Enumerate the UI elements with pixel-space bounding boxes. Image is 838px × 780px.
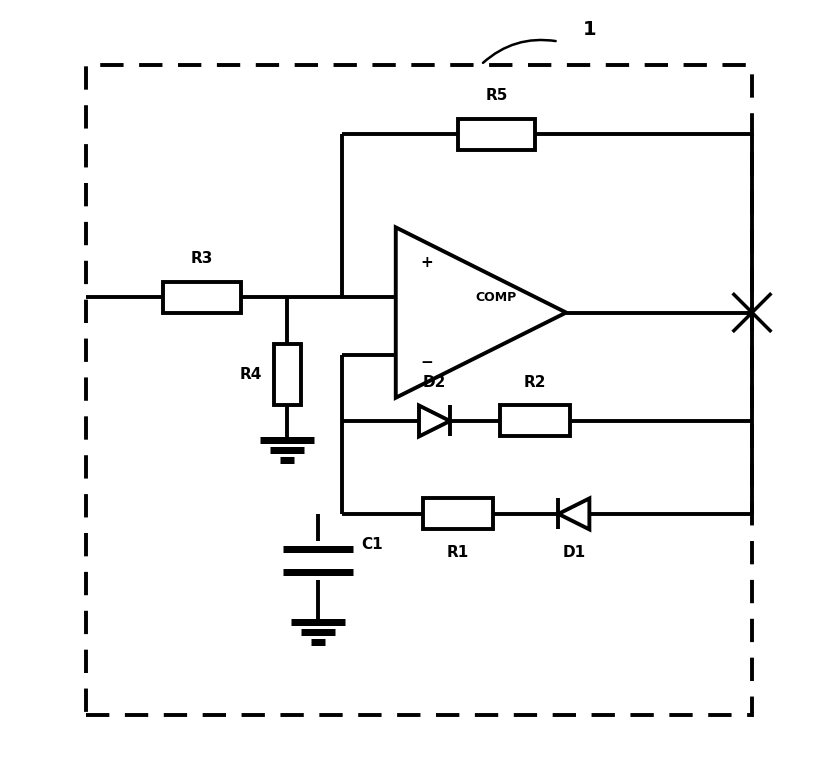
- Polygon shape: [419, 406, 450, 437]
- Bar: [500, 406, 570, 437]
- Text: R1: R1: [447, 545, 468, 560]
- Text: +: +: [421, 255, 433, 270]
- Bar: [458, 119, 535, 150]
- Text: R3: R3: [191, 251, 214, 266]
- Polygon shape: [396, 227, 566, 398]
- Text: D2: D2: [423, 375, 446, 390]
- Text: R4: R4: [240, 367, 262, 382]
- Text: R5: R5: [485, 88, 508, 104]
- Text: R2: R2: [524, 375, 546, 390]
- Text: C1: C1: [361, 537, 382, 552]
- Bar: [423, 498, 493, 530]
- Text: COMP: COMP: [476, 291, 517, 303]
- Text: D1: D1: [562, 545, 586, 560]
- Bar: [274, 343, 301, 406]
- Bar: [86, 65, 752, 715]
- Bar: [163, 282, 241, 313]
- Polygon shape: [558, 498, 589, 530]
- Text: −: −: [421, 356, 433, 370]
- Text: 1: 1: [582, 20, 596, 39]
